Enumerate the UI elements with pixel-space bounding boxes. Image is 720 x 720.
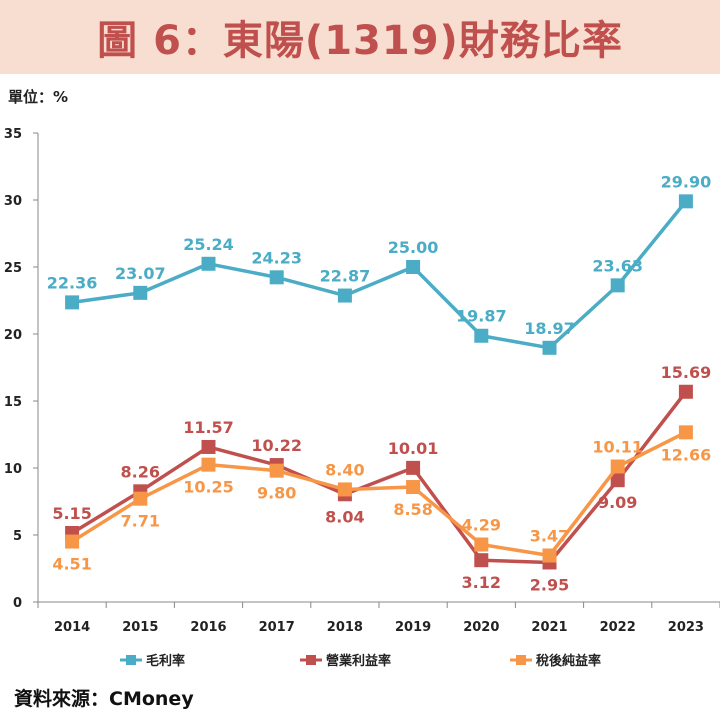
x-tick-label: 2017 <box>259 620 295 635</box>
data-point <box>610 473 625 488</box>
data-point <box>65 534 80 549</box>
data-point <box>406 480 421 495</box>
data-point <box>201 439 216 454</box>
data-label: 8.40 <box>325 460 364 479</box>
x-tick-label: 2015 <box>122 620 158 635</box>
data-label: 23.07 <box>115 264 166 283</box>
x-tick-label: 2014 <box>54 620 90 635</box>
series-line-2 <box>71 390 688 565</box>
x-tick-label: 2021 <box>531 620 567 635</box>
data-label: 4.51 <box>52 555 91 574</box>
data-point <box>678 425 693 440</box>
data-point <box>406 260 421 274</box>
data-label: 8.26 <box>121 462 160 481</box>
data-point <box>337 482 352 497</box>
data-label: 29.90 <box>661 172 712 191</box>
data-label: 9.80 <box>257 484 296 503</box>
legend-label: 營業利益率 <box>326 653 391 669</box>
data-point <box>133 491 148 506</box>
chart-title: 圖 6：東陽(1319)財務比率 <box>97 18 623 64</box>
data-label: 25.00 <box>388 238 439 257</box>
data-point <box>542 340 557 355</box>
data-point <box>474 328 489 343</box>
x-tick-label: 2022 <box>600 620 636 635</box>
data-label: 15.69 <box>661 363 712 382</box>
y-tick-label: 20 <box>4 328 22 343</box>
x-tick-label: 2019 <box>395 620 431 635</box>
data-label: 8.58 <box>393 500 432 519</box>
y-tick-label: 25 <box>4 261 22 276</box>
data-label: 5.15 <box>52 504 91 523</box>
data-label: 18.97 <box>524 319 575 338</box>
legend-marker <box>306 655 316 665</box>
data-label: 4.29 <box>462 516 501 535</box>
x-tick-label: 2023 <box>668 620 704 635</box>
data-label: 10.25 <box>183 478 234 497</box>
data-label: 12.66 <box>661 445 712 464</box>
data-label: 24.23 <box>251 248 302 267</box>
legend-marker <box>126 655 136 665</box>
y-tick-label: 15 <box>4 395 22 410</box>
data-point <box>610 278 625 293</box>
x-tick-label: 2016 <box>190 620 226 635</box>
data-point <box>337 288 352 303</box>
data-label: 2.95 <box>530 575 569 594</box>
legend-label: 毛利率 <box>146 653 185 669</box>
data-label: 22.87 <box>320 267 371 286</box>
data-point <box>474 553 489 568</box>
data-label: 10.01 <box>388 439 439 458</box>
unit-label: 單位：% <box>8 88 69 106</box>
data-label: 19.87 <box>456 307 507 326</box>
series-line-1 <box>71 200 688 350</box>
data-label: 11.57 <box>183 418 234 437</box>
y-tick-label: 30 <box>4 194 22 209</box>
data-label: 25.24 <box>183 235 234 254</box>
data-label: 9.09 <box>598 493 637 512</box>
legend-label: 稅後純益率 <box>536 653 601 669</box>
source-label: 資料來源：CMoney <box>14 688 194 710</box>
series-line-3 <box>71 430 687 558</box>
data-point <box>474 537 489 552</box>
y-tick-label: 10 <box>4 462 22 477</box>
data-point <box>65 295 80 310</box>
data-label: 23.63 <box>592 256 643 275</box>
data-point <box>678 384 693 399</box>
data-point <box>542 548 557 563</box>
data-point <box>269 463 284 478</box>
x-tick-label: 2018 <box>327 620 363 635</box>
data-point <box>678 194 693 209</box>
data-point <box>133 285 148 300</box>
data-label: 8.04 <box>325 507 364 526</box>
legend-marker <box>516 655 526 665</box>
title-banner: 圖 6：東陽(1319)財務比率 <box>0 0 720 74</box>
data-point <box>406 460 421 475</box>
y-tick-label: 5 <box>13 529 22 544</box>
x-tick-label: 2020 <box>463 620 499 635</box>
data-point <box>269 270 284 285</box>
y-tick-label: 35 <box>4 127 22 142</box>
data-point <box>201 457 216 472</box>
data-label: 3.47 <box>530 527 569 546</box>
data-label: 10.11 <box>592 438 643 457</box>
y-tick-label: 0 <box>13 596 22 611</box>
data-point <box>610 459 625 474</box>
data-label: 22.36 <box>47 273 98 292</box>
data-label: 10.22 <box>251 436 302 455</box>
data-label: 3.12 <box>462 573 501 592</box>
data-point <box>201 256 216 271</box>
data-label: 7.71 <box>121 512 160 531</box>
